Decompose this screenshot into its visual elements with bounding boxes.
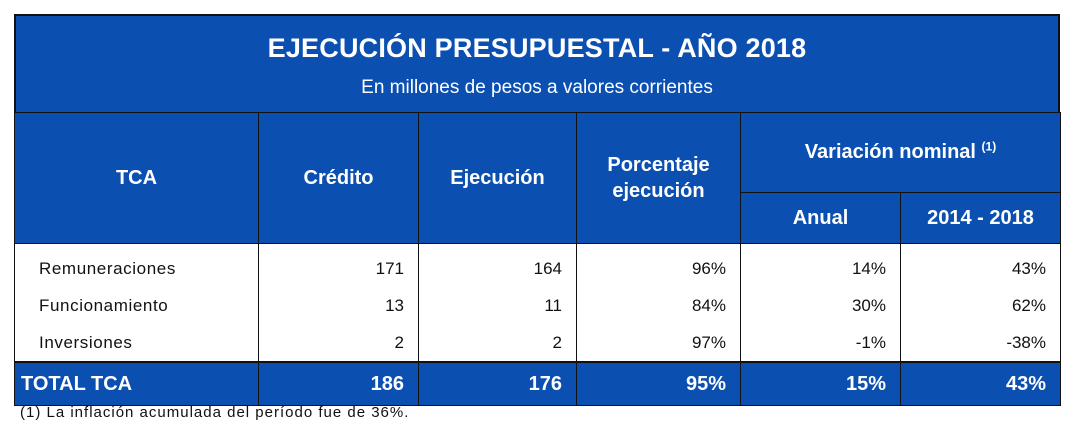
header-tca: TCA <box>14 112 259 244</box>
header-porcentaje: Porcentaje ejecución <box>576 112 741 244</box>
cell-porcentaje: 96% <box>576 243 741 287</box>
cell-anual: 14% <box>740 243 901 287</box>
table-row: Remuneraciones 171 164 96% 14% 43% <box>14 243 1061 287</box>
total-porcentaje: 95% <box>576 361 741 406</box>
cell-porcentaje: 84% <box>576 287 741 324</box>
table-subtitle: En millones de pesos a valores corriente… <box>361 77 713 98</box>
cell-credito: 13 <box>258 287 419 324</box>
header-variacion-footnote-ref: (1) <box>981 139 997 154</box>
cell-anual: -1% <box>740 324 901 362</box>
header-periodo: 2014 - 2018 <box>900 191 1061 245</box>
total-label: TOTAL TCA <box>14 361 259 406</box>
cell-anual: 30% <box>740 287 901 324</box>
total-credito: 186 <box>258 361 419 406</box>
header-credito: Crédito <box>258 112 419 244</box>
header-porcentaje-line2: ejecución <box>612 180 705 202</box>
row-label: Inversiones <box>14 324 259 362</box>
cell-ejecucion: 164 <box>418 243 577 287</box>
cell-porcentaje: 97% <box>576 324 741 362</box>
total-ejecucion: 176 <box>418 361 577 406</box>
header-ejecucion: Ejecución <box>418 112 577 244</box>
header-variacion: Variación nominal (1) <box>740 112 1061 193</box>
cell-periodo: 62% <box>900 287 1061 324</box>
table-row: Funcionamiento 13 11 84% 30% 62% <box>14 287 1061 324</box>
title-block: EJECUCIÓN PRESUPUESTAL - AÑO 2018 En mil… <box>14 14 1060 112</box>
total-periodo: 43% <box>900 361 1061 406</box>
cell-credito: 2 <box>258 324 419 362</box>
cell-periodo: 43% <box>900 243 1061 287</box>
cell-ejecucion: 2 <box>418 324 577 362</box>
table-title: EJECUCIÓN PRESUPUESTAL - AÑO 2018 <box>267 33 807 63</box>
footnote: (1) La inflación acumulada del período f… <box>20 404 410 421</box>
budget-table: TCA Crédito Ejecución Porcentaje ejecuci… <box>14 112 1061 406</box>
header-variacion-label: Variación nominal <box>804 141 976 164</box>
cell-credito: 171 <box>258 243 419 287</box>
total-anual: 15% <box>740 361 901 406</box>
header-anual: Anual <box>740 191 901 245</box>
header-porcentaje-line1: Porcentaje <box>607 154 710 176</box>
cell-ejecucion: 11 <box>418 287 577 324</box>
budget-table-container: EJECUCIÓN PRESUPUESTAL - AÑO 2018 En mil… <box>14 14 1061 406</box>
row-label: Remuneraciones <box>14 243 259 287</box>
total-row: TOTAL TCA 186 176 95% 15% 43% <box>14 361 1061 406</box>
row-label: Funcionamiento <box>14 287 259 324</box>
cell-periodo: -38% <box>900 324 1061 362</box>
table-row: Inversiones 2 2 97% -1% -38% <box>14 324 1061 362</box>
